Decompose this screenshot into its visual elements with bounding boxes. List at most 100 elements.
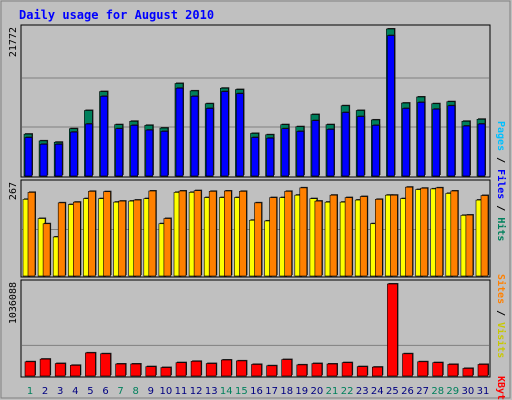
sites-bar-1 — [27, 192, 36, 277]
files-bar-24 — [371, 125, 380, 177]
sites-bar-3 — [57, 202, 66, 277]
files-bar-22 — [341, 112, 350, 177]
top-ymax-label: 21772 — [8, 27, 19, 57]
sites-bar-7 — [118, 200, 126, 277]
kbytes-bar-22 — [341, 362, 353, 377]
files-bar-1 — [24, 137, 33, 177]
day-label-31: 31 — [477, 386, 490, 397]
middle-ymax-label: 267 — [8, 182, 19, 200]
sites-bar-18 — [284, 191, 293, 277]
legend-visits: Visits — [495, 322, 507, 358]
files-bar-28 — [432, 108, 441, 177]
files-bar-7 — [115, 128, 123, 177]
day-label-28: 28 — [431, 386, 444, 397]
kbytes-bar-20 — [311, 363, 323, 377]
day-label-17: 17 — [265, 386, 278, 397]
sites-bar-19 — [299, 187, 308, 277]
files-bar-6 — [100, 96, 108, 177]
files-bar-31 — [477, 123, 486, 177]
chart-title: Daily usage for August 2010 — [19, 8, 214, 22]
sites-bar-23 — [359, 196, 368, 277]
files-bar-14 — [221, 91, 229, 177]
sites-bar-27 — [420, 187, 428, 277]
files-bar-18 — [281, 128, 290, 177]
kbytes-bar-11 — [175, 362, 187, 377]
day-label-30: 30 — [462, 386, 475, 397]
sites-bar-26 — [405, 186, 413, 277]
kbytes-bar-2 — [39, 358, 51, 377]
sites-bar-31 — [480, 195, 489, 277]
legend-kbytes: KBytes — [495, 376, 506, 400]
files-bar-3 — [54, 143, 63, 177]
files-bar-12 — [190, 96, 199, 177]
day-label-24: 24 — [371, 386, 384, 397]
kbytes-bar-1 — [24, 361, 36, 377]
bars-layer — [22, 28, 489, 377]
files-bar-4 — [70, 131, 78, 177]
day-label-5: 5 — [87, 386, 93, 397]
kbytes-bar-31 — [477, 364, 489, 377]
sites-bar-16 — [254, 202, 262, 277]
kbytes-bar-12 — [190, 361, 202, 377]
sites-bar-4 — [73, 201, 81, 277]
files-bar-8 — [130, 125, 138, 177]
files-bar-26 — [402, 108, 410, 177]
kbytes-bar-5 — [85, 352, 96, 377]
sites-bar-13 — [208, 191, 217, 277]
day-label-23: 23 — [356, 386, 369, 397]
kbytes-bar-24 — [371, 366, 383, 377]
sites-bar-30 — [465, 214, 474, 277]
kbytes-bar-4 — [70, 365, 81, 377]
day-label-20: 20 — [311, 386, 324, 397]
sites-bar-12 — [193, 190, 202, 277]
day-label-16: 16 — [250, 386, 263, 397]
files-bar-2 — [39, 143, 48, 177]
sites-bar-20 — [314, 200, 323, 277]
sites-bar-21 — [329, 194, 338, 277]
day-label-9: 9 — [148, 386, 154, 397]
kbytes-bar-7 — [115, 363, 126, 377]
sites-bar-24 — [374, 199, 383, 277]
sites-bar-8 — [133, 199, 141, 277]
kbytes-bar-25 — [387, 283, 398, 377]
kbytes-bar-6 — [100, 353, 111, 377]
files-bar-17 — [266, 137, 274, 177]
kbytes-bar-15 — [236, 360, 247, 377]
sites-bar-2 — [42, 223, 51, 277]
day-label-21: 21 — [326, 386, 339, 397]
files-bar-10 — [160, 131, 169, 177]
kbytes-bar-27 — [417, 361, 428, 377]
kbytes-bar-30 — [462, 368, 474, 377]
day-label-26: 26 — [401, 386, 414, 397]
day-label-29: 29 — [446, 386, 459, 397]
sites-bar-11 — [178, 190, 187, 277]
files-bar-5 — [85, 123, 93, 177]
files-bar-21 — [326, 129, 335, 177]
files-bar-25 — [387, 35, 395, 177]
kbytes-bar-18 — [281, 359, 293, 377]
files-bar-27 — [417, 102, 425, 177]
legend-files: Files — [495, 169, 507, 199]
day-label-11: 11 — [175, 386, 188, 397]
kbytes-bar-29 — [447, 364, 459, 377]
files-bar-16 — [251, 137, 259, 177]
day-label-19: 19 — [295, 386, 308, 397]
files-bar-30 — [462, 125, 471, 177]
legend-sites: Sites — [495, 274, 507, 304]
kbytes-bar-9 — [145, 366, 157, 377]
kbytes-bar-26 — [402, 353, 413, 377]
sites-bar-6 — [103, 191, 111, 277]
day-label-3: 3 — [57, 386, 63, 397]
day-label-1: 1 — [27, 386, 33, 397]
files-bar-29 — [447, 105, 456, 177]
kbytes-bar-13 — [205, 363, 217, 377]
sites-bar-14 — [224, 190, 232, 277]
legend-pages: Pages — [495, 121, 506, 151]
legend-bottom: KBytes — [495, 376, 506, 400]
files-bar-9 — [145, 129, 154, 177]
files-bar-23 — [356, 116, 365, 177]
kbytes-bar-8 — [130, 363, 141, 377]
day-labels: 1 2 3 4 5 6 7 8 9 10 11 12 13 14 15 16 17 18 19 20 21 22 23 24 2… — [27, 386, 490, 397]
